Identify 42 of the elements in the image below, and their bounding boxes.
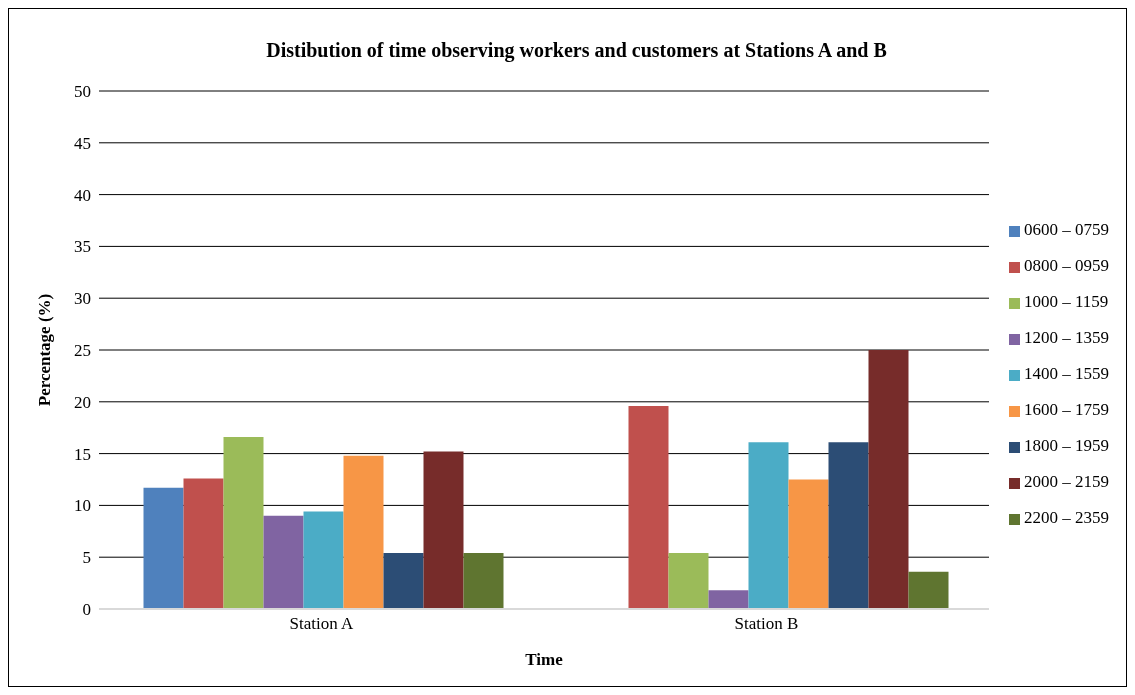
y-tick-label: 10 [74, 496, 91, 516]
y-tick-label: 25 [74, 341, 91, 361]
bar [343, 455, 384, 609]
y-tick-label: 20 [74, 392, 91, 412]
bar [463, 553, 504, 609]
y-tick-label: 30 [74, 289, 91, 309]
x-tick-label: Station A [289, 614, 355, 634]
y-tick-label: 50 [74, 82, 91, 102]
legend-label: 1800 – 1959 [1024, 436, 1109, 455]
bar [708, 590, 749, 609]
y-axis-title: Percentage (%) [35, 293, 55, 407]
y-tick-label: 0 [82, 600, 91, 620]
legend-label: 1400 – 1559 [1024, 364, 1109, 383]
legend-label: 0600 – 0759 [1024, 220, 1109, 239]
legend-label: 1200 – 1359 [1024, 328, 1109, 347]
y-tick-label: 35 [74, 237, 91, 257]
bar [908, 571, 949, 609]
bar [828, 442, 869, 609]
legend-label: 1000 – 1159 [1024, 292, 1109, 311]
bar [668, 553, 709, 609]
legend-label: 1600 – 1759 [1024, 400, 1109, 419]
x-tick-label: Station B [734, 614, 799, 634]
y-tick-label: 40 [74, 185, 91, 205]
bar [183, 478, 224, 609]
bar [788, 479, 829, 609]
bar [748, 442, 789, 609]
bar [628, 405, 669, 609]
bar [303, 511, 344, 609]
legend-label: 2200 – 2359 [1024, 508, 1109, 527]
bar [868, 350, 909, 609]
bar [383, 553, 424, 609]
bar [223, 437, 264, 609]
bar [263, 515, 304, 609]
legend-label: 2000 – 2159 [1024, 472, 1109, 491]
legend-label: 0800 – 0959 [1024, 256, 1109, 275]
y-tick-label: 5 [82, 548, 91, 568]
x-axis-title: Time [525, 650, 564, 669]
bar [423, 451, 464, 609]
y-tick-label: 45 [74, 133, 91, 153]
chart-title: Distibution of time observing workers and customers at Stations A and B [265, 39, 888, 62]
y-tick-label: 15 [74, 444, 91, 464]
bar [143, 487, 184, 609]
